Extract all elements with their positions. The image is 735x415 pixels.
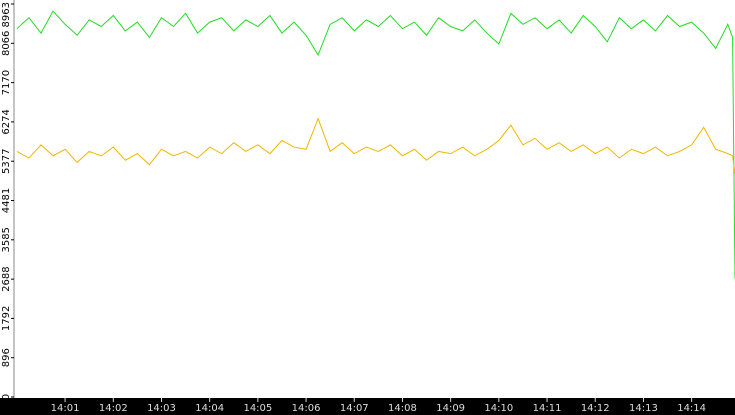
x-axis-band [0, 398, 735, 415]
y-tick-label: 896 [1, 348, 12, 367]
x-tick-label: 14:09 [436, 403, 465, 414]
y-tick-label: 1792 [1, 306, 12, 331]
x-tick-label: 14:02 [99, 403, 128, 414]
x-tick-label: 14:12 [581, 403, 610, 414]
x-tick-label: 14:14 [677, 403, 706, 414]
x-tick-label: 14:05 [243, 403, 272, 414]
x-tick-label: 14:06 [292, 403, 321, 414]
y-tick-label: 0 [1, 394, 12, 400]
x-tick-label: 14:04 [195, 403, 224, 414]
y-tick-label: 5377 [1, 149, 12, 174]
y-tick-label: 7170 [1, 70, 12, 95]
x-tick-label: 14:10 [484, 403, 513, 414]
y-tick-label: 6274 [1, 109, 12, 134]
x-tick-label: 14:01 [51, 403, 80, 414]
x-tick-label: 14:11 [533, 403, 562, 414]
y-tick-label: 3585 [1, 227, 12, 252]
y-tick-label: 8066 [1, 31, 12, 56]
y-tick-label: 4481 [1, 188, 12, 213]
x-tick-label: 14:03 [147, 403, 176, 414]
x-tick-label: 14:13 [629, 403, 658, 414]
y-tick-label: 2688 [1, 266, 12, 291]
x-tick-label: 14:07 [340, 403, 369, 414]
line [16, 10, 735, 279]
line [16, 117, 735, 174]
x-tick-label: 14:08 [388, 403, 417, 414]
y-tick-label: 8963 [1, 2, 12, 27]
